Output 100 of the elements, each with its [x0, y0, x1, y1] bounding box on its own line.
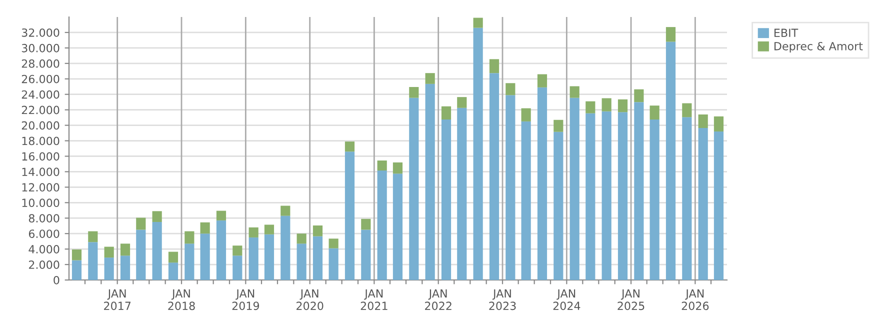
bar [506, 83, 516, 96]
bar [666, 42, 676, 280]
bar [104, 246, 114, 258]
y-tick-label: 10.000 [22, 198, 60, 208]
x-tick-label: JAN 2025 [618, 289, 644, 310]
y-tick-label: 26.000 [22, 74, 60, 84]
bar [296, 234, 306, 244]
x-tick-label: JAN 2026 [682, 289, 709, 310]
bar [152, 211, 162, 222]
bar [216, 220, 226, 280]
bar [714, 116, 724, 132]
bar [104, 258, 114, 280]
bar [88, 242, 98, 280]
y-tick-label: 4.000 [28, 245, 60, 254]
y-tick-label: 16.000 [22, 152, 60, 161]
bar [698, 128, 708, 280]
y-tick-label: 18.000 [22, 136, 60, 146]
bar [457, 97, 467, 108]
bar [248, 227, 258, 238]
bar [586, 101, 596, 114]
bar [344, 142, 355, 152]
bar [554, 120, 564, 132]
bar [650, 119, 660, 280]
bar [136, 218, 146, 230]
y-tick-label: 32.000 [22, 28, 60, 37]
y-tick-label: 20.000 [22, 121, 60, 130]
bar [425, 84, 435, 280]
bar [698, 114, 708, 128]
bar [409, 87, 419, 98]
bar [650, 106, 660, 120]
x-tick-label: JAN 2019 [232, 289, 260, 310]
bar [264, 234, 274, 280]
bar [88, 231, 98, 242]
x-tick-label: JAN 2024 [553, 289, 580, 310]
bar [184, 244, 194, 280]
bar [168, 252, 178, 263]
y-tick-label: 8.000 [28, 214, 60, 222]
bar [682, 117, 692, 280]
bar [489, 59, 500, 74]
bar [521, 108, 531, 122]
bar [473, 18, 483, 28]
bar [264, 224, 274, 234]
bar [168, 262, 178, 280]
bar [602, 111, 612, 280]
y-tick-label: 6.000 [28, 230, 60, 238]
bar [280, 216, 290, 280]
bar [216, 210, 226, 220]
bar [328, 238, 338, 248]
bar [489, 73, 500, 280]
bar [232, 256, 242, 280]
bar [554, 132, 564, 280]
y-tick-label: 22.000 [22, 106, 60, 114]
bar [200, 234, 210, 280]
bar [328, 248, 338, 280]
x-tick-label: JAN 2018 [168, 289, 195, 310]
bar [184, 231, 194, 244]
x-tick-label: JAN 2020 [296, 289, 324, 310]
bar [392, 174, 403, 280]
x-tick-label: JAN 2017 [104, 289, 131, 310]
y-tick-label: 24.000 [22, 90, 60, 99]
legend-label: EBIT [774, 28, 798, 37]
bar [714, 131, 724, 280]
bar [152, 222, 162, 280]
bar [425, 73, 435, 84]
y-tick-label: 0 [54, 276, 60, 284]
bar [136, 230, 146, 280]
bar [441, 106, 452, 120]
bar [312, 236, 323, 280]
bar [361, 230, 371, 280]
bar [248, 237, 258, 280]
bar [473, 28, 483, 280]
bar [344, 152, 355, 280]
bar [120, 244, 130, 256]
legend-label: Deprec & Amort [774, 42, 863, 53]
y-tick-label: 30.000 [22, 44, 60, 52]
bar [506, 95, 516, 280]
bar [361, 218, 371, 230]
bar [634, 89, 644, 102]
bar [200, 222, 210, 234]
bar [120, 256, 130, 280]
bar [586, 113, 596, 280]
bar [409, 98, 419, 280]
bar [441, 119, 452, 280]
bar [296, 244, 306, 280]
bar [537, 87, 548, 280]
bar [570, 98, 580, 280]
bar [602, 98, 612, 112]
bar [618, 99, 628, 112]
bar [666, 27, 676, 42]
y-tick-label: 2.000 [28, 260, 60, 269]
bar [457, 108, 467, 280]
bar [634, 102, 644, 280]
x-tick-label: JAN 2022 [425, 289, 452, 310]
y-tick-label: 12.000 [22, 183, 60, 192]
bar [521, 121, 531, 280]
bar [682, 103, 692, 118]
bar [280, 206, 290, 216]
y-tick-label: 14.000 [22, 168, 60, 176]
bar [618, 112, 628, 280]
bar [72, 249, 82, 260]
